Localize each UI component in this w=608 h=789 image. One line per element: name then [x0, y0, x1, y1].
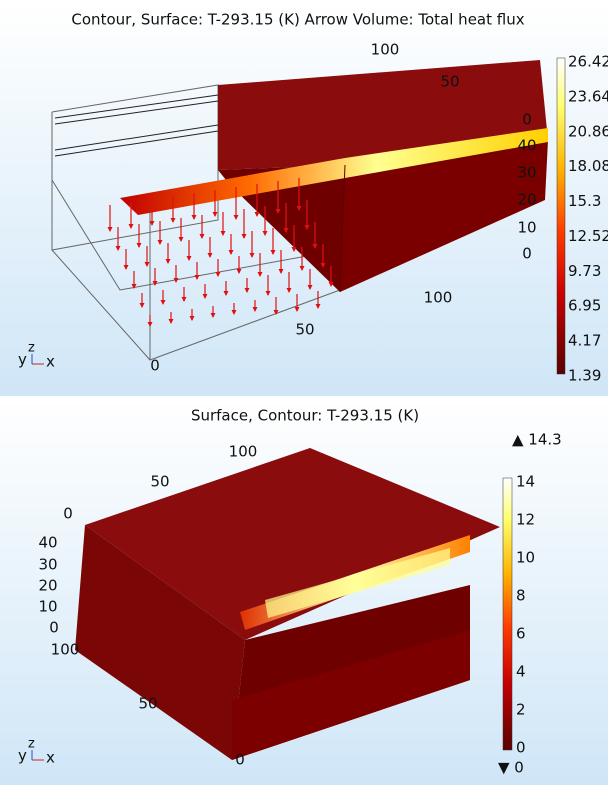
axis-label: 100	[229, 443, 258, 461]
colorbar-tick-label: 15.3	[568, 192, 601, 210]
axis-label: 50	[138, 695, 157, 713]
axis-label: 10	[38, 598, 57, 616]
axis-label: 30	[38, 556, 57, 574]
colorbar-tick-label: 6	[516, 625, 526, 643]
axis-label: 40	[517, 137, 536, 155]
axis-label: 0	[63, 505, 73, 523]
axis-label: 50	[150, 473, 169, 491]
axis-label: 50	[440, 73, 459, 91]
colorbar	[557, 58, 565, 374]
colorbar-tick-label: 10	[516, 549, 535, 567]
colorbar-tick-label: 23.64	[568, 87, 608, 105]
axis-label: 20	[38, 577, 57, 595]
axis-label: 0	[150, 357, 160, 375]
triad-x: x	[46, 353, 55, 371]
axis-label: 0	[49, 619, 59, 637]
colorbar-tick-label: 12.52	[568, 227, 608, 245]
axis-label: 0	[522, 245, 532, 263]
triad-z: z	[28, 341, 35, 356]
colorbar-tick-label: 1.39	[568, 367, 601, 385]
plot-title: Surface, Contour: T-293.15 (K)	[191, 407, 419, 425]
colorbar-tick-label: 18.08	[568, 157, 608, 175]
axis-label: 0	[522, 111, 532, 129]
axis-label: 10	[517, 219, 536, 237]
triad-z: z	[28, 737, 35, 752]
axis-label: 20	[517, 191, 536, 209]
colorbar-tick-label: 26.42	[568, 53, 608, 71]
plot-title: Contour, Surface: T-293.15 (K) Arrow Vol…	[71, 11, 524, 29]
axis-label: 40	[38, 534, 57, 552]
colorbar-tick-label: 8	[516, 587, 526, 605]
page: {"panels": [ {"title": "Contour, Surface…	[0, 0, 608, 785]
colorbar-tick-label: 12	[516, 511, 535, 529]
colorbar-tick-label: 6.95	[568, 297, 601, 315]
max-label: ▲ 14.3	[512, 431, 562, 449]
axis-label: 30	[517, 164, 536, 182]
colorbar	[503, 478, 512, 750]
colorbar-tick-label: 0	[516, 739, 526, 757]
triad-x: x	[46, 749, 55, 767]
axis-label: 100	[51, 641, 80, 659]
triad-y: y	[18, 351, 27, 369]
triad-y: y	[18, 747, 27, 765]
colorbar-tick-label: 4	[516, 663, 526, 681]
axis-label: 0	[235, 751, 245, 769]
axis-label: 100	[371, 41, 400, 59]
axis-label: 50	[295, 321, 314, 339]
colorbar-tick-label: 20.86	[568, 122, 608, 140]
axis-label: 100	[424, 289, 453, 307]
colorbar-tick-label: 4.17	[568, 332, 601, 350]
colorbar-tick-label: 9.73	[568, 262, 601, 280]
min-label: ▼ 0	[498, 759, 524, 777]
graphics-window: Contour, Surface: T-293.15 (K) Arrow Vol…	[0, 0, 608, 785]
colorbar-tick-label: 14	[516, 473, 535, 491]
colorbar-tick-label: 2	[516, 701, 526, 719]
